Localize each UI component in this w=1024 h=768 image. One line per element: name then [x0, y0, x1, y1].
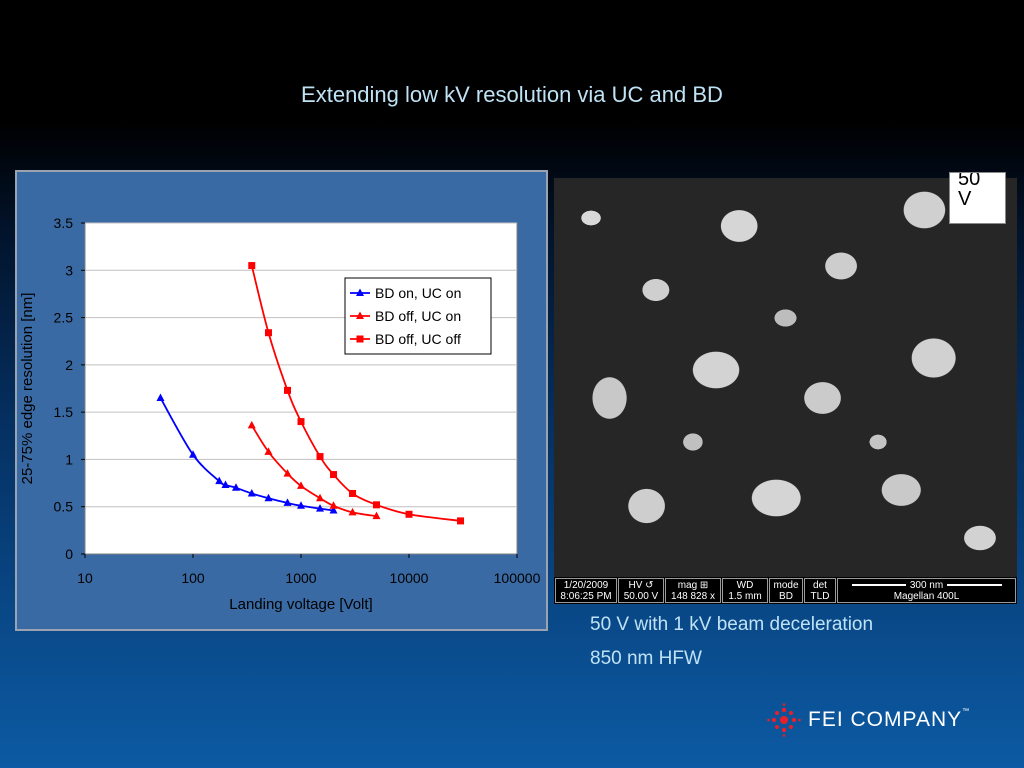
series-2-point — [329, 501, 338, 509]
series-3-point — [284, 386, 292, 394]
legend-marker — [356, 335, 364, 343]
databar-det-value: TLD — [810, 590, 830, 602]
y-tick-label: 1 — [65, 451, 73, 467]
series-3-point — [330, 471, 338, 479]
series-1-point — [215, 476, 224, 485]
y-axis-label: 25-75% edge resolution [nm] — [19, 293, 36, 485]
databar-mode: mode BD — [769, 578, 803, 603]
series-2-point — [264, 447, 273, 455]
databar-hv: HV ↺ 50.00 V — [618, 578, 664, 603]
x-tick-label: 100000 — [494, 570, 541, 586]
caption-line1: 50 V with 1 kV beam deceleration — [590, 614, 874, 635]
series-1-point — [297, 501, 305, 509]
series-1-point — [156, 393, 165, 401]
databar-time-value: 8:06:25 PM — [560, 590, 612, 602]
legend-entry: BD on, UC on — [375, 285, 461, 301]
databar-hv-label: HV ↺ — [628, 579, 654, 591]
series-3-point — [372, 501, 380, 509]
series-3-point — [316, 453, 324, 461]
databar-mag-label: mag ⊞ — [677, 579, 709, 591]
databar-wd-label: WD — [736, 579, 754, 591]
legend-entry: BD off, UC on — [375, 308, 461, 324]
series-1-point — [283, 498, 292, 506]
series-3-point — [349, 489, 357, 497]
databar-mag-value: 148 828 x — [671, 590, 715, 602]
sem-voltage-label: 50 V — [949, 172, 1006, 224]
scale-bar: 300 nm — [851, 579, 1002, 591]
databar-mode-value: BD — [779, 590, 793, 602]
series-1-point — [316, 504, 325, 512]
series-2-point — [297, 481, 305, 489]
series-2-point — [348, 507, 357, 516]
sem-micrograph — [554, 178, 1017, 578]
series-2-point — [247, 420, 256, 429]
series-1-point — [329, 505, 338, 514]
series-1-point — [247, 488, 256, 497]
company-logo: FEI COMPANY™ — [766, 702, 970, 738]
y-tick-label: 0 — [65, 546, 73, 562]
y-tick-label: 2 — [65, 357, 73, 373]
databar-mag: mag ⊞ 148 828 x — [665, 578, 721, 603]
sem-label-line1: 50 — [958, 172, 981, 190]
series-3-point — [457, 517, 465, 525]
company-name: FEI COMPANY™ — [808, 708, 971, 731]
legend-marker — [356, 311, 364, 319]
resolution-chart: 0 0.5 1 1.5 2 2.5 3 3.5 10 100 1000 10000 100000 Land… — [19, 215, 541, 613]
x-tick-label: 10 — [77, 570, 93, 586]
series-3-point — [264, 329, 272, 337]
series-1-point — [221, 480, 230, 488]
instrument-name: Magellan 400L — [893, 590, 960, 602]
databar-date: 1/20/2009 8:06:25 PM — [555, 578, 617, 603]
x-tick-label: 1000 — [285, 570, 316, 586]
x-axis-label: Landing voltage [Volt] — [229, 596, 372, 613]
fei-logo-icon — [767, 703, 801, 737]
databar-mode-label: mode — [773, 579, 799, 591]
series-1-point — [264, 493, 273, 502]
legend-marker — [356, 288, 364, 296]
databar-date-value: 1/20/2009 — [563, 579, 609, 591]
series-line-3 — [250, 265, 461, 522]
y-tick-label: 3 — [65, 262, 73, 278]
databar-det-label: det — [813, 579, 827, 591]
slide-title: Extending low kV resolution via UC and B… — [301, 82, 723, 107]
series-2-point — [372, 511, 381, 520]
legend-entry: BD off, UC off — [375, 331, 461, 347]
x-tick-label: 10000 — [390, 570, 429, 586]
sem-label-line2: V — [958, 188, 972, 210]
series-2-point — [283, 469, 292, 477]
sem-databar: 1/20/2009 8:06:25 PM HV ↺ 50.00 V mag ⊞ … — [554, 577, 1017, 604]
scale-bar-text: 300 nm — [909, 579, 944, 591]
series-3-point — [248, 262, 256, 270]
y-tick-label: 3.5 — [54, 215, 74, 231]
databar-wd: WD 1.5 mm — [722, 578, 768, 603]
series-1-point — [231, 483, 240, 491]
series-2-point — [316, 493, 325, 502]
series-3-point — [297, 418, 305, 426]
series-1-point — [189, 450, 197, 458]
chart-panel: 0 0.5 1 1.5 2 2.5 3 3.5 10 100 1000 10000 100000 Land… — [15, 170, 548, 631]
databar-det: det TLD — [804, 578, 836, 603]
x-tick-label: 100 — [181, 570, 205, 586]
y-tick-label: 0.5 — [54, 499, 74, 515]
series-3-point — [405, 510, 413, 518]
databar-hv-value: 50.00 V — [623, 590, 659, 602]
databar-wd-value: 1.5 mm — [728, 590, 762, 602]
caption-line2: 850 nm HFW — [590, 648, 702, 669]
y-tick-label: 2.5 — [54, 310, 74, 326]
y-tick-label: 1.5 — [54, 404, 74, 420]
databar-scale: 300 nm Magellan 400L — [837, 578, 1016, 603]
